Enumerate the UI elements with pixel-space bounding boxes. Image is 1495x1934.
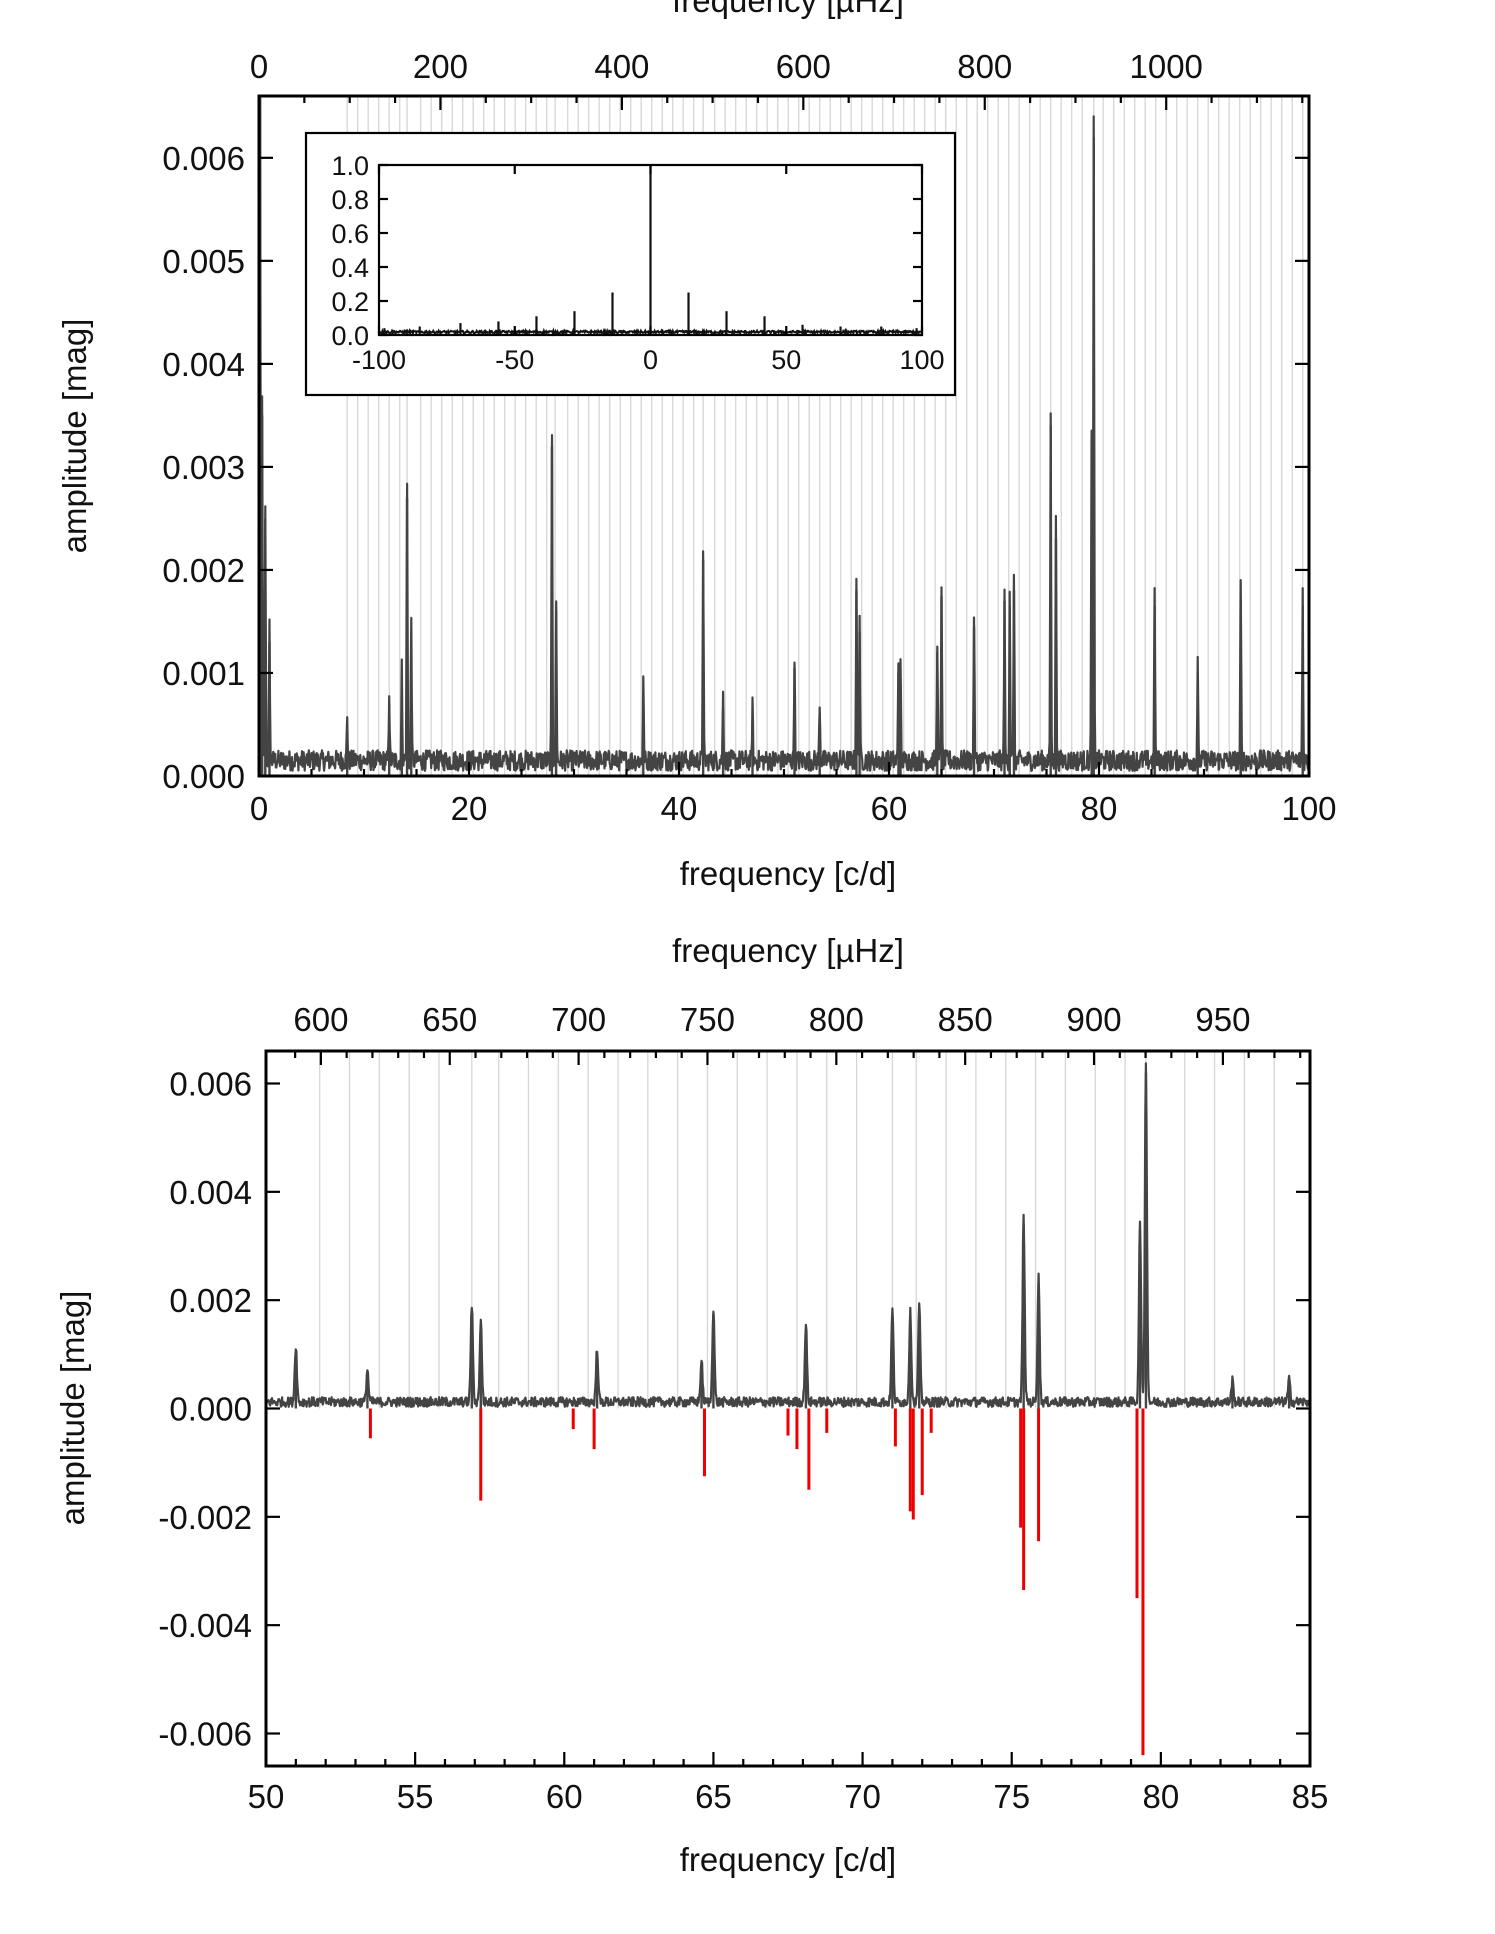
top-x2-tick-label-3: 600 [776, 48, 831, 85]
top-x-tick-label-0: 0 [250, 790, 268, 827]
bottom-y-tick-label-0: -0.006 [158, 1716, 252, 1753]
bottom-x2-tick-label-5: 850 [938, 1001, 993, 1038]
inset-x-tick-label-2: 0 [643, 345, 658, 375]
inset-y-tick-label-4: 0.8 [331, 185, 369, 215]
bottom-x-tick-label-2: 60 [546, 1778, 583, 1815]
top-x2-axis-title: frequency [µHz] [672, 0, 904, 19]
inset-y-tick-label-0: 0.0 [331, 321, 369, 351]
bottom-tick-labels: 50 55 60 65 70 75 80 85 600 650 700 750 800 850 900 950… [158, 1001, 1328, 1815]
bottom-axis-ticks [264, 1051, 1312, 1766]
top-y-tick-label-6: 0.006 [162, 140, 245, 177]
bottom-x-axis-title: frequency [c/d] [680, 1841, 896, 1878]
bottom-y-tick-label-2: -0.002 [158, 1499, 252, 1536]
bottom-x-tick-label-5: 75 [993, 1778, 1030, 1815]
top-spectrum-line [258, 94, 1310, 772]
inset-outer-box [304, 131, 957, 397]
inset-y-tick-label-2: 0.4 [331, 253, 369, 283]
bottom-y-axis-title: amplitude [mag] [54, 1291, 91, 1526]
inset-autocorrelation: -100 -50 0 50 100 0.0 0.2 0.4 0.6 0.8 1.0 [304, 131, 957, 397]
top-x2-tick-label-5: 1000 [1129, 48, 1202, 85]
bottom-y-tick-label-3: 0.000 [169, 1391, 252, 1428]
bottom-x2-tick-label-0: 600 [293, 1001, 348, 1038]
top-y-tick-label-3: 0.003 [162, 449, 245, 486]
bottom-spectrum-line [265, 1062, 1311, 1409]
bottom-y-tick-label-1: -0.004 [158, 1607, 252, 1644]
inset-y-tick-label-5: 1.0 [331, 151, 369, 181]
bottom-x-tick-label-4: 70 [844, 1778, 881, 1815]
bottom-x-tick-label-7: 85 [1292, 1778, 1329, 1815]
top-y-tick-label-4: 0.004 [162, 346, 245, 383]
top-y-tick-label-1: 0.001 [162, 655, 245, 692]
bottom-y-tick-label-4: 0.002 [169, 1282, 252, 1319]
inset-y-tick-label-3: 0.6 [331, 219, 369, 249]
bottom-grid-lines [319, 1051, 1275, 1409]
top-x-tick-label-2: 40 [661, 790, 698, 827]
bottom-x-tick-label-6: 80 [1142, 1778, 1179, 1815]
inset-x-tick-label-1: -50 [495, 345, 534, 375]
bottom-fitted-stems [368, 1408, 1145, 1756]
bottom-x2-tick-label-6: 900 [1067, 1001, 1122, 1038]
top-x-axis-title: frequency [c/d] [680, 855, 896, 892]
inset-x-tick-label-3: 50 [771, 345, 801, 375]
bottom-panel: 50 55 60 65 70 75 80 85 600 650 700 750 800 850 900 950… [54, 932, 1328, 1878]
bottom-x2-tick-label-2: 700 [551, 1001, 606, 1038]
bottom-x2-tick-label-1: 650 [422, 1001, 477, 1038]
inset-tick-labels: -100 -50 0 50 100 0.0 0.2 0.4 0.6 0.8 1.0 [331, 151, 944, 375]
bottom-x2-tick-label-3: 750 [680, 1001, 735, 1038]
bottom-peak-marks [294, 1072, 1291, 1409]
top-axis-ticks [257, 96, 1311, 778]
bottom-y-tick-label-5: 0.004 [169, 1174, 252, 1211]
inset-peak-marks [383, 165, 918, 335]
bottom-y-tick-label-6: 0.006 [169, 1066, 252, 1103]
inset-axis-ticks [377, 163, 924, 337]
top-x2-tick-label-0: 0 [250, 48, 268, 85]
top-y-tick-label-0: 0.000 [162, 758, 245, 795]
top-y-tick-label-2: 0.002 [162, 552, 245, 589]
top-x2-tick-label-2: 400 [594, 48, 649, 85]
bottom-x-tick-label-1: 55 [397, 1778, 434, 1815]
inset-x-tick-label-0: -100 [352, 345, 406, 375]
top-panel: 0 20 40 60 80 1000 200 400 600 800 10000.0000.0010… [56, 0, 1337, 892]
inset-x-tick-label-4: 100 [899, 345, 944, 375]
inset-y-tick-label-1: 0.2 [331, 287, 369, 317]
top-tick-labels: 0 20 40 60 80 1000 200 400 600 800 10000.0000.0010… [162, 48, 1336, 827]
top-x-tick-label-3: 60 [871, 790, 908, 827]
bottom-x-tick-label-3: 65 [695, 1778, 732, 1815]
top-x-tick-label-1: 20 [451, 790, 488, 827]
top-y-tick-label-5: 0.005 [162, 243, 245, 280]
top-x-tick-label-5: 100 [1281, 790, 1336, 827]
top-y-axis-title: amplitude [mag] [56, 319, 93, 554]
bottom-x2-tick-label-7: 950 [1195, 1001, 1250, 1038]
bottom-x2-tick-label-4: 800 [809, 1001, 864, 1038]
bottom-x2-axis-title: frequency [µHz] [672, 932, 904, 969]
top-x-tick-label-4: 80 [1081, 790, 1118, 827]
top-x2-tick-label-1: 200 [413, 48, 468, 85]
top-x2-tick-label-4: 800 [957, 48, 1012, 85]
bottom-x-tick-label-0: 50 [248, 1778, 285, 1815]
